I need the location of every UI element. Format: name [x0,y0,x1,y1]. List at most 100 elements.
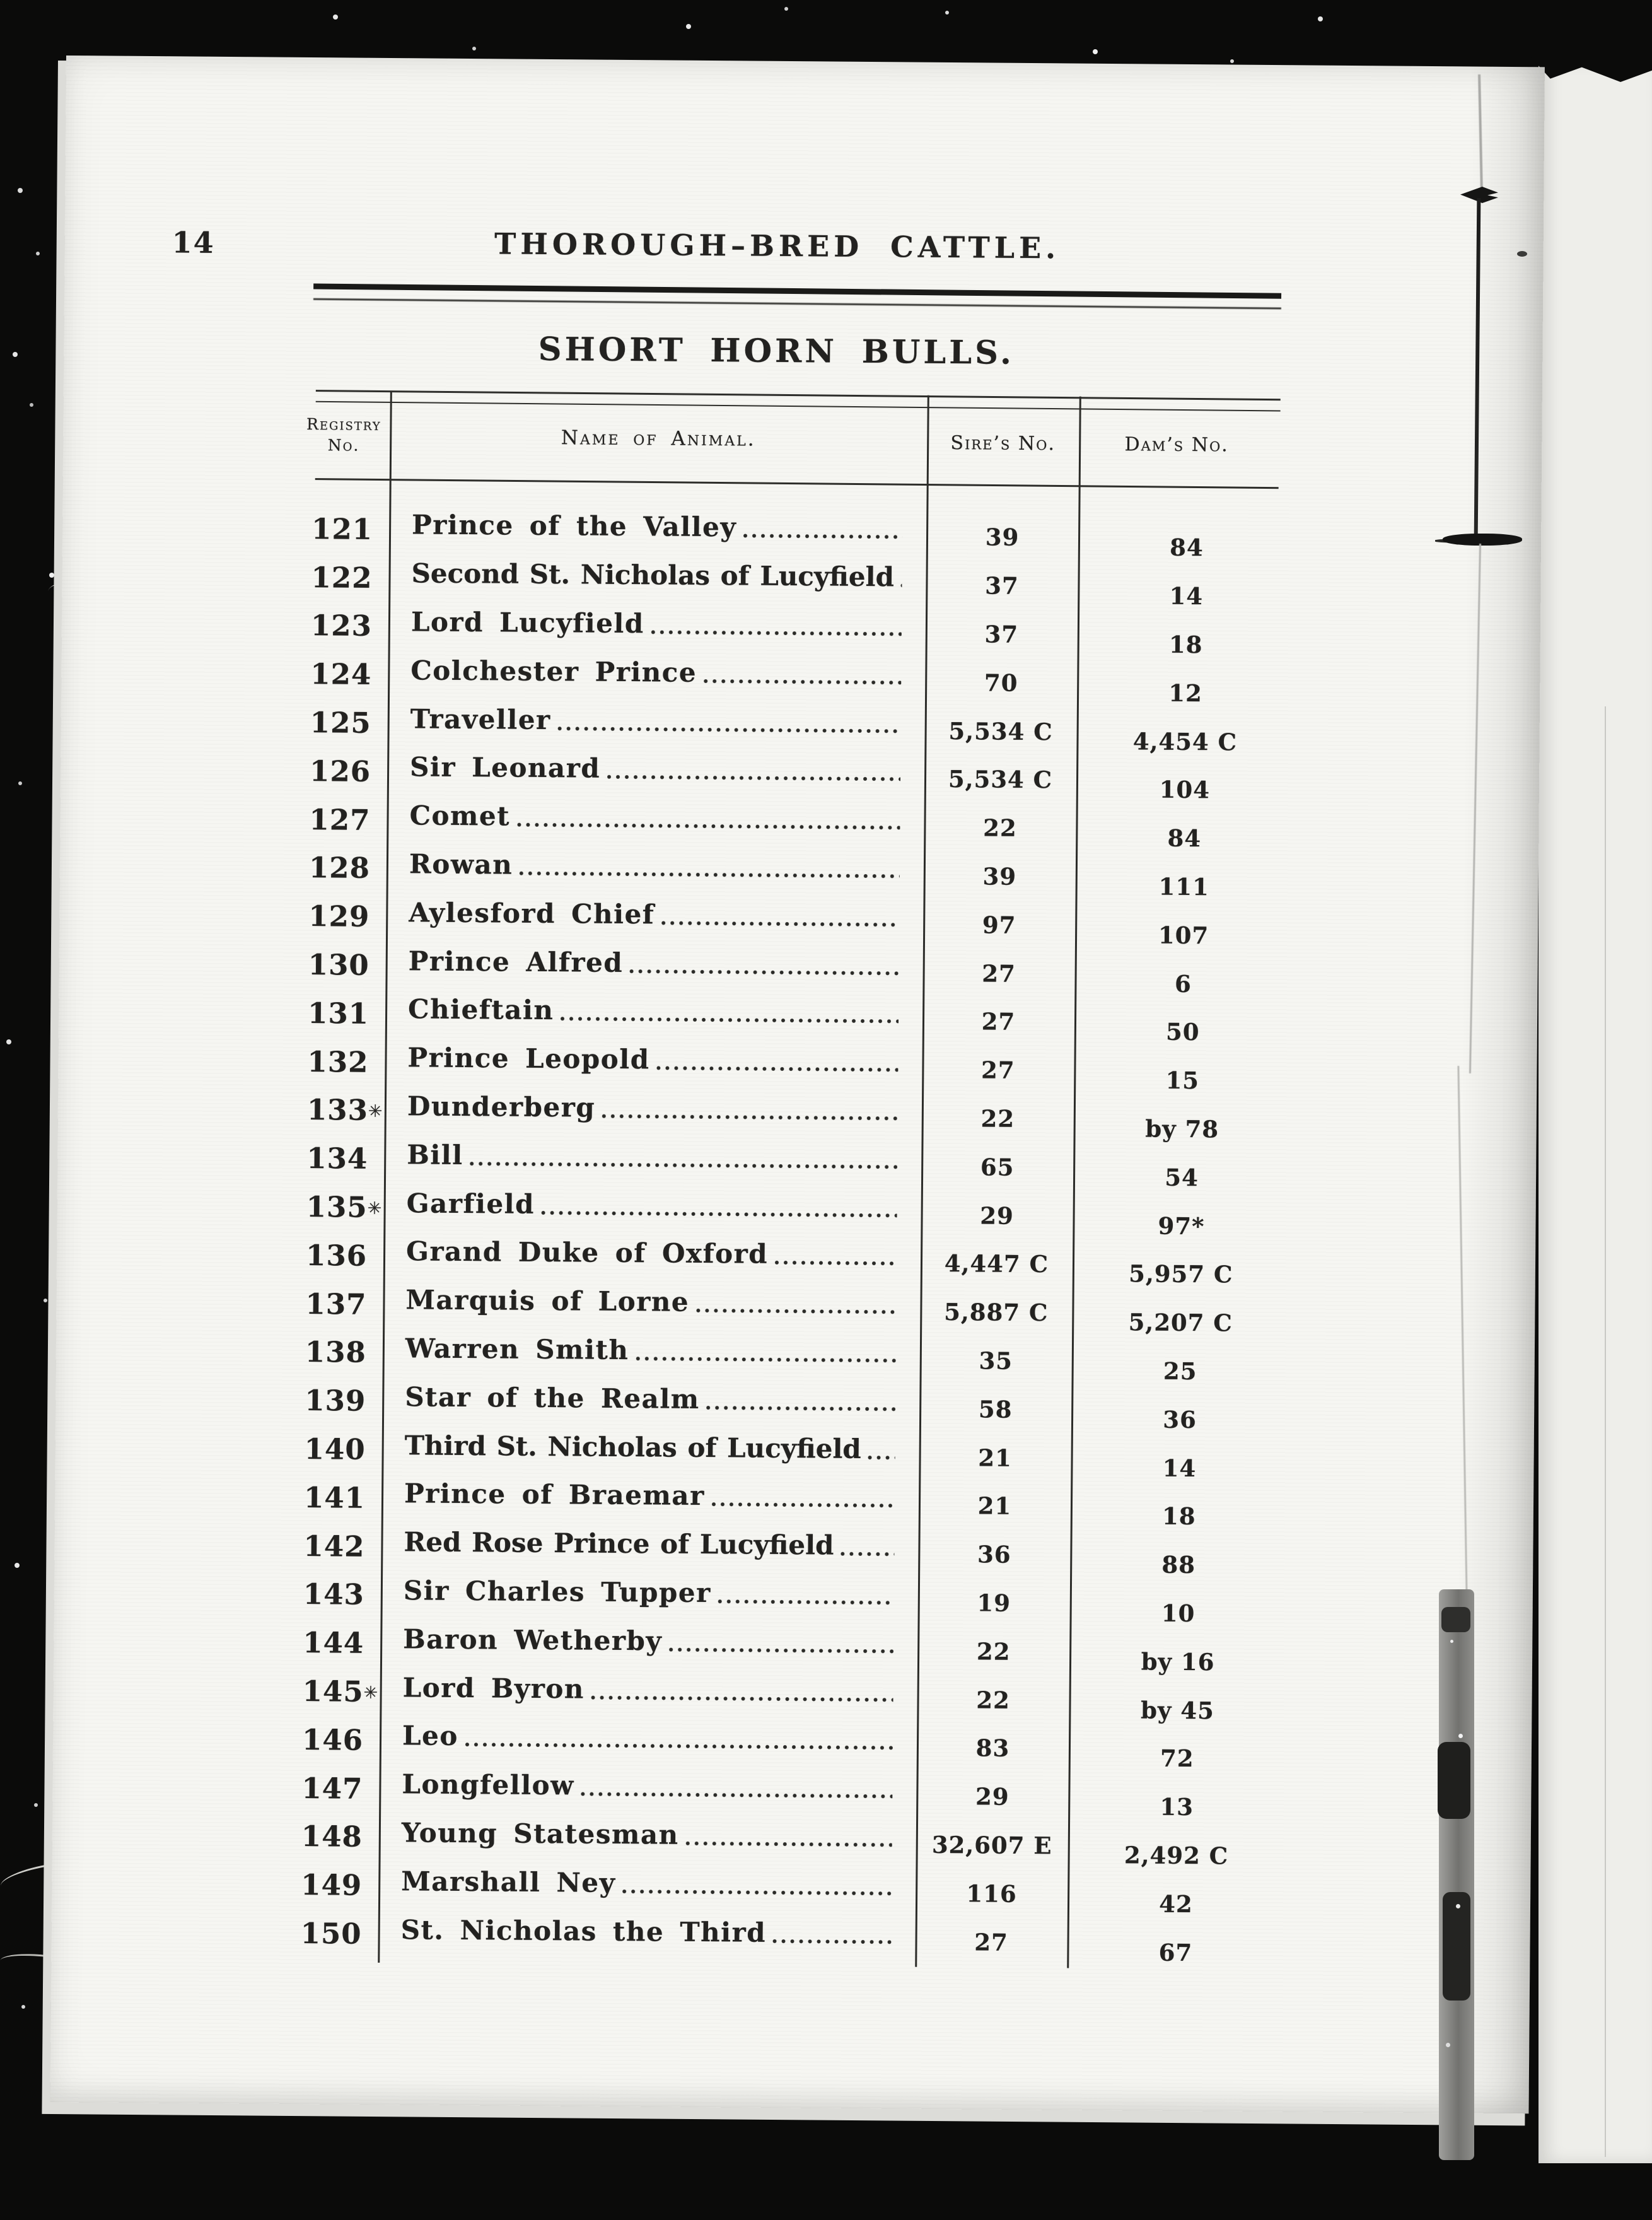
table-row: 128 Rowan 39 111 [296,843,1281,901]
registry-number: 137 [305,1287,367,1321]
dotted-leader [540,1210,897,1218]
dotted-leader [695,1308,897,1315]
dam-number: 5,207 C [1128,1308,1233,1337]
name-cell: Warren Smith [383,1333,920,1375]
sire-cell: 29 [921,1201,1073,1230]
dam-cell: 42 [1067,1889,1272,1919]
sire-cell: 97 [923,910,1075,939]
dotted-leader [607,774,901,782]
registry-number: 123 [310,609,373,643]
dam-number: 14 [1169,581,1204,610]
registry-number: 122 [311,560,373,595]
dam-cell: by 16 [1069,1647,1274,1676]
registry-mark-icon: ✳ [368,1102,383,1122]
sire-cell: 70 [925,669,1077,698]
table-row: 148 Young Statesman 32,607 E 2,492 C [289,1812,1273,1869]
dotted-leader [706,1405,896,1412]
animal-name: Colchester Prince [410,655,697,688]
dam-number: 104 [1159,776,1211,804]
registry-cell: 143 [291,1577,381,1611]
sire-number: 37 [984,620,1019,648]
animal-name: Aylesford Chief [409,897,655,930]
dam-cell: 84 [1078,533,1283,563]
animal-name: Dunderberg [407,1090,596,1123]
animal-name: Marshall Ney [401,1865,616,1898]
scan-dust-speckles [1450,1640,1453,1643]
sire-cell: 37 [926,571,1078,600]
registry-number: 150 [300,1917,362,1951]
sire-number: 70 [984,669,1018,697]
name-cell: St. Nicholas the Third [378,1914,915,1956]
sire-number: 5,534 C [948,716,1053,745]
sire-cell: 35 [920,1347,1072,1376]
name-cell: Marquis of Lorne [383,1284,920,1326]
name-cell: Bill [384,1139,921,1181]
sire-cell: 37 [926,620,1078,649]
registry-number: 128 [308,851,371,885]
sire-number: 22 [976,1637,1011,1666]
dotted-leader [656,1065,899,1073]
sire-cell: 83 [917,1734,1069,1763]
dam-number: 50 [1165,1018,1200,1046]
sire-number: 39 [985,523,1020,552]
name-cell: Baron Wetherby [380,1623,917,1666]
registry-number: 135 [306,1190,368,1224]
name-cell: Prince Alfred [385,945,922,988]
name-cell: Young Statesman [379,1817,916,1859]
dam-number: 15 [1165,1066,1200,1095]
sire-cell: 5,534 C [924,765,1076,794]
table-row: 147 Longfellow 29 13 [289,1764,1273,1821]
dam-number: 84 [1167,824,1202,853]
animal-name: Comet [409,800,511,832]
sire-cell: 5,887 C [920,1298,1072,1327]
sire-number: 29 [975,1782,1009,1811]
registry-cell: 133 ✳ [294,1093,385,1128]
dotted-leader [580,1791,893,1799]
sire-number: 83 [975,1734,1010,1763]
registry-number: 147 [301,1771,363,1806]
registry-cell: 145 ✳ [289,1674,380,1709]
dam-number: 4,454 C [1132,727,1238,756]
dam-cell: 54 [1073,1162,1277,1192]
table-row: 123 Lord Lucyfield 37 18 [298,602,1283,658]
sire-cell: 29 [916,1782,1068,1811]
sire-cell: 58 [919,1394,1071,1423]
animal-name: Garfield [406,1187,535,1220]
name-cell: Prince Leopold [385,1042,922,1084]
sire-number: 116 [966,1879,1017,1908]
table-row: 127 Comet 22 84 [296,795,1281,853]
dam-number: 42 [1159,1890,1193,1918]
name-cell: Sir Charles Tupper [381,1575,918,1617]
registry-cell: 138 [293,1335,383,1369]
dam-cell: 50 [1074,1017,1279,1047]
dam-cell: 18 [1071,1502,1275,1531]
table-header: Registry No. Name of Animal. Sire’s No. … [300,411,1284,481]
col-header-dam: Dam’s No. [1124,433,1229,457]
dotted-leader [743,533,903,540]
sire-cell: 65 [921,1152,1073,1181]
animal-name: Second St. Nicholas of Lucyfield [411,558,895,593]
dam-cell: 15 [1074,1066,1278,1095]
table-row: 149 Marshall Ney 116 42 [288,1861,1272,1919]
sire-cell: 39 [924,862,1076,891]
page-edge-line [1605,706,1606,2157]
table-row: 133 ✳ Dunderberg 22 by 78 [294,1085,1279,1143]
name-cell: Prince of Braemar [381,1478,919,1520]
registry-number: 139 [305,1384,366,1418]
name-cell: Rowan [387,848,924,891]
dotted-leader [840,1551,895,1557]
registry-number: 121 [311,511,373,546]
name-cell: Lord Byron [380,1672,917,1714]
table-row: 134 Bill 65 54 [294,1134,1278,1192]
table-row: 137 Marquis of Lorne 5,887 C 5,207 C [293,1280,1277,1336]
dam-number: by 45 [1140,1695,1214,1724]
stitch-knot-icon [1443,1892,1470,2001]
animal-name: Longfellow [402,1768,575,1801]
registry-number: 143 [303,1577,365,1612]
registry-cell: 126 [297,754,387,788]
sire-cell: 22 [922,1104,1074,1133]
dam-number: 107 [1158,921,1209,950]
dam-number: 84 [1170,534,1204,562]
registry-number: 138 [305,1335,367,1370]
